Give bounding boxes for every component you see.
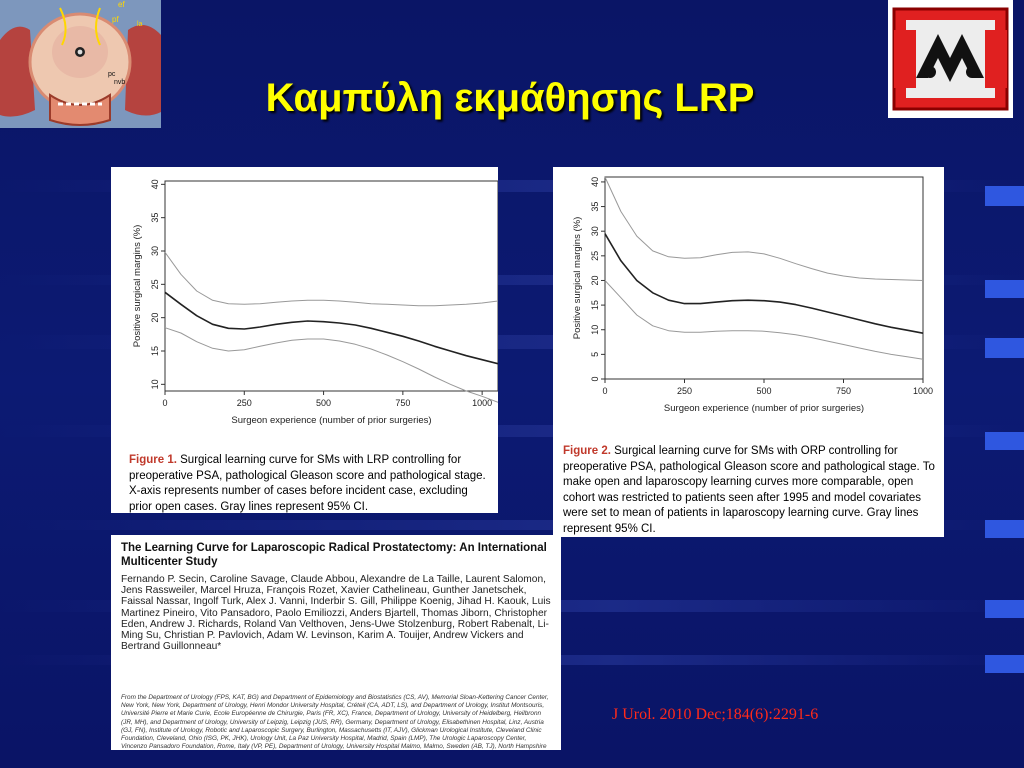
paper-title: The Learning Curve for Laparoscopic Radi…: [121, 542, 547, 568]
chart-1-x-tick-label: 750: [395, 398, 410, 408]
anatomy-label-ef: ef: [118, 0, 125, 9]
chart-1-x-tick-label: 1000: [472, 398, 492, 408]
figure-1-panel: 0 250 500 750 1000 10 15 20 25 30 35 40 Surgeon expe…: [111, 167, 498, 513]
chart-1-y-tick-label: 15: [150, 346, 160, 356]
chart-2-x-tick-label: 1000: [913, 386, 933, 396]
anatomy-label-pc: pc: [108, 71, 116, 78]
figure-1-caption-text: Surgical learning curve for SMs with LRP…: [129, 454, 486, 513]
chart-2-series-ci-lower: [604, 280, 924, 360]
chart-1-series-ci-upper: [164, 252, 498, 307]
anatomy-illustration: ef pf la pc nvb: [0, 0, 161, 128]
chart-2-y-axis-label: Positive surgical margins (%): [572, 217, 583, 339]
chart-2-y-tick-label: 30: [590, 226, 600, 236]
chart-1-y-tick-label: 25: [150, 279, 160, 289]
figure-2-caption: Figure 2. Surgical learning curve for SM…: [563, 444, 939, 537]
figure-1-caption: Figure 1. Surgical learning curve for SM…: [129, 453, 489, 513]
chart-2-y-tick-label: 20: [590, 275, 600, 285]
chart-1-y-axis-label: Positive surgical margins (%): [132, 225, 143, 347]
chart-2-y-tick-label: 40: [590, 177, 600, 187]
paper-affiliations: From the Department of Urology (FPS, KAT…: [121, 694, 549, 750]
figure-2-panel: 0 250 500 750 1000 0 5 10 15 20 25 30 35 40 Surgeon ex…: [553, 167, 944, 537]
chart-2-x-tick-label: 250: [677, 386, 692, 396]
chart-2-y-tick-label: 0: [590, 376, 600, 381]
chart-1-plot-frame: [164, 180, 498, 392]
chart-1-series-ci-lower: [164, 327, 498, 403]
institution-logo: [888, 0, 1013, 118]
paper-authors: Fernando P. Secin, Caroline Savage, Clau…: [121, 574, 551, 653]
chart-2-y-tick-label: 15: [590, 300, 600, 310]
paper-header-panel: The Learning Curve for Laparoscopic Radi…: [111, 535, 561, 750]
background-highlights: [985, 186, 1024, 673]
chart-2-x-axis-label: Surgeon experience (number of prior surg…: [664, 403, 864, 414]
chart-2-plot-frame: [604, 176, 924, 380]
chart-1-x-tick-label: 0: [162, 398, 167, 408]
chart-1-y-tick-label: 10: [150, 379, 160, 389]
anatomy-label-nvb: nvb: [114, 79, 125, 86]
chart-2-x-tick-label: 500: [756, 386, 771, 396]
chart-1-y-tick-label: 40: [150, 179, 160, 189]
chart-1-y-tick-label: 30: [150, 246, 160, 256]
chart-2-y-tick-label: 35: [590, 202, 600, 212]
chart-1-x-axis-label: Surgeon experience (number of prior surg…: [231, 415, 431, 426]
chart-2-y-tick-label: 10: [590, 325, 600, 335]
chart-2-y-tick-label: 5: [590, 352, 600, 357]
figure-2-caption-text: Surgical learning curve for SMs with ORP…: [563, 445, 935, 535]
chart-2-x-tick-label: 0: [602, 386, 607, 396]
chart-1-y-tick-label: 35: [150, 213, 160, 223]
figure-1-caption-label: Figure 1.: [129, 454, 177, 466]
chart-2-series-estimate: [604, 233, 924, 334]
chart-1-x-tick-label: 500: [316, 398, 331, 408]
anatomy-label-pf: pf: [112, 15, 119, 24]
chart-2-series-ci-upper: [604, 176, 924, 281]
journal-citation: J Urol. 2010 Dec;184(6):2291-6: [612, 706, 819, 723]
figure-2-caption-label: Figure 2.: [563, 445, 611, 457]
anatomy-label-la: la: [137, 21, 143, 28]
chart-1-x-tick-label: 250: [237, 398, 252, 408]
chart-2-y-tick-label: 25: [590, 251, 600, 261]
chart-1-series-estimate: [164, 291, 498, 365]
slide-title: Καμπύλη εκμάθησης LRP: [265, 76, 755, 120]
chart-2-x-tick-label: 750: [836, 386, 851, 396]
figure-1-chart: 0 250 500 750 1000 10 15 20 25 30 35 40 Surgeon expe…: [132, 179, 498, 426]
chart-1-y-tick-label: 20: [150, 313, 160, 323]
figure-2-chart: 0 250 500 750 1000 0 5 10 15 20 25 30 35 40 Surgeon ex…: [572, 176, 933, 414]
